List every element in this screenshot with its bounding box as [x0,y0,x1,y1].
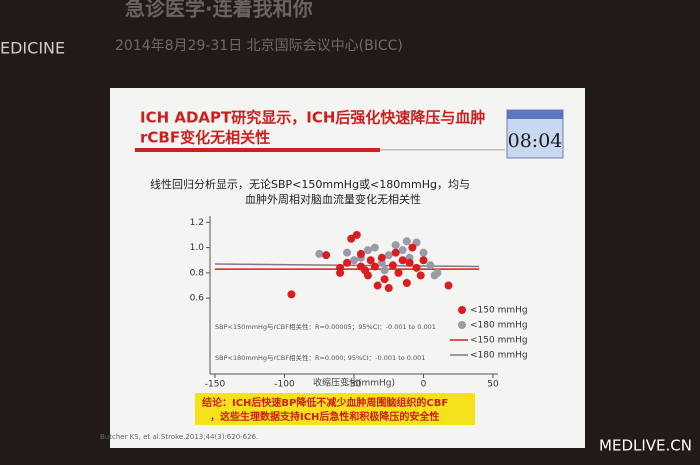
point [336,268,345,277]
point [363,271,372,280]
y-tick-label: 1.0 [190,243,205,253]
slide-title: ICH ADAPT研究显示，ICH后强化快速降压与血肿 [140,109,485,127]
x-tick-label: 0 [421,380,427,390]
banner-headline: 急诊医学·连着我和你 [125,0,313,21]
point [426,261,435,270]
legend-label: <180 mmHg [470,321,528,331]
point [419,248,428,257]
point [412,263,421,272]
point [322,251,331,260]
point [398,246,407,255]
point [343,258,352,267]
point [356,249,365,258]
slide-title: rCBF变化无相关性 [140,129,270,147]
banner-date: 2014年8月29-31日 北京国际会议中心(BICC) [115,38,403,54]
legend-marker [458,306,466,314]
y-tick-label: 0.8 [190,268,205,278]
point [391,241,400,250]
timer: 08:04 [508,130,563,152]
point [315,249,324,258]
conclusion: 结论：ICH后快速BP降低不减少血肿周围脑组织的CBF [202,396,448,409]
legend-label: <150 mmHg [470,336,528,346]
point [356,262,365,271]
point [380,275,389,284]
y-tick-label: 1.2 [190,218,204,228]
legend-label: <180 mmHg [470,351,528,361]
annotation: SBP<180mmHg与rCBF相关性：R=0.000; 95%CI：-0.00… [215,353,425,362]
legend-marker [458,321,466,329]
point [408,243,417,252]
point [352,230,361,239]
x-tick-label: 50 [487,380,499,390]
point [370,243,379,252]
point [370,262,379,271]
point [366,256,375,265]
conclusion-box [195,393,475,425]
x-tick-label: -50 [347,380,362,390]
point [433,268,442,277]
point [373,281,382,290]
title-rule [380,149,505,151]
point [444,281,453,290]
point [377,253,386,262]
point [394,268,403,277]
timer-titlebar [507,110,563,119]
x-tick-label: -150 [205,380,226,390]
point [388,261,397,270]
citation: Butcher KS, et al.Stroke.2013;44(3):620-… [100,433,258,441]
x-tick-label: -100 [274,380,295,390]
x-axis-label: 收缩压变化(mmHg) [313,377,395,389]
conclusion: ，这些生理数据支持ICH后急性和积极降压的安全性 [210,410,439,423]
point [419,256,428,265]
title-rule [135,148,380,152]
point [416,271,425,280]
annotation: SBP<150mmHg与rCBF相关性：R=0.00005；95%CI：-0.0… [215,322,436,331]
point [402,237,411,246]
point [398,256,407,265]
watermark: MEDLIVE.CN [599,437,692,455]
point [363,246,372,255]
point [391,248,400,257]
subtitle: 线性回归分析显示，无论SBP<150mmHg或<180mmHg，均与 [150,177,470,191]
point [384,284,393,293]
legend-label: <150 mmHg [470,306,528,316]
point [380,266,389,275]
point [343,248,352,257]
point [287,290,296,299]
point [405,258,414,267]
banner-brand: EDICINE [0,39,65,58]
point [384,251,393,260]
subtitle: 血肿外周相对脑血流量变化无相关性 [245,192,421,206]
point [402,278,411,287]
point [350,256,358,265]
y-tick-label: 0.6 [190,294,205,304]
